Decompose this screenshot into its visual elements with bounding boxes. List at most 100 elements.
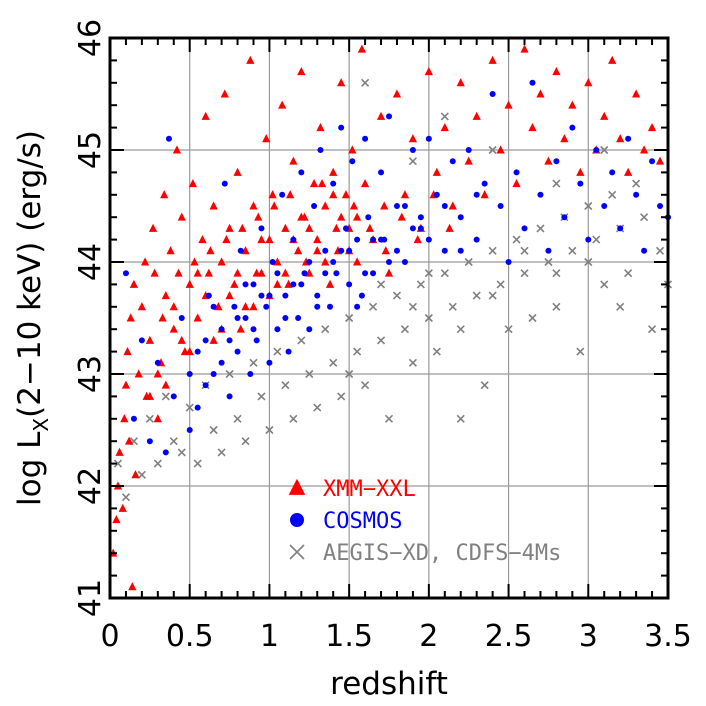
- data-point: [113, 459, 123, 468]
- data-point: [393, 247, 400, 254]
- data-point: [305, 369, 314, 379]
- data-point: [560, 134, 569, 143]
- data-point: [270, 201, 279, 210]
- data-point: [329, 358, 338, 367]
- data-point: [225, 223, 234, 232]
- data-point: [186, 371, 193, 377]
- data-point: [294, 246, 303, 255]
- data-point: [624, 269, 633, 278]
- data-point: [322, 270, 329, 277]
- data-point: [445, 223, 454, 232]
- data-point: [639, 145, 649, 154]
- data-point: [609, 169, 616, 176]
- data-point: [353, 347, 362, 356]
- y-tick-label: 42: [73, 467, 108, 505]
- y-tick-label: 45: [73, 131, 108, 169]
- data-point: [226, 337, 233, 344]
- data-point: [425, 236, 432, 243]
- y-axis-title-subscript: X: [29, 418, 53, 432]
- data-point: [317, 178, 327, 188]
- data-point: [386, 259, 392, 265]
- data-point: [249, 201, 258, 210]
- data-point: [480, 190, 489, 199]
- data-point: [456, 78, 465, 87]
- data-point: [655, 156, 665, 165]
- data-point: [206, 246, 215, 255]
- data-point: [342, 225, 349, 232]
- data-point: [481, 180, 488, 187]
- x-tick-label: 2.5: [485, 619, 533, 654]
- data-point: [172, 145, 182, 154]
- legend-marker-circle: [290, 513, 304, 527]
- axis-ticks: [109, 37, 669, 599]
- data-point: [528, 313, 537, 323]
- data-point: [649, 158, 656, 165]
- data-point: [169, 302, 178, 311]
- data-point: [640, 213, 649, 222]
- data-point: [236, 324, 245, 333]
- data-point: [329, 167, 338, 176]
- data-point: [242, 315, 249, 321]
- data-point: [520, 246, 529, 255]
- data-point: [616, 302, 625, 311]
- data-point: [265, 234, 274, 244]
- data-point: [376, 280, 386, 289]
- x-tick-label: 1: [260, 619, 279, 654]
- y-tick-label: 41: [73, 579, 108, 617]
- x-tick-label: 3: [579, 619, 598, 654]
- data-point: [624, 167, 633, 176]
- legend-marker-triangle: [288, 478, 306, 495]
- legend-label: AEGIS−XD, CDFS−4Ms: [323, 541, 561, 566]
- data-point: [329, 190, 338, 199]
- plot-frame: [108, 36, 670, 600]
- data-point: [641, 247, 648, 254]
- data-point: [352, 212, 362, 221]
- data-point: [417, 225, 424, 232]
- data-point: [561, 214, 568, 221]
- data-point: [249, 358, 258, 367]
- legend-label: XMM−XXL: [323, 477, 416, 502]
- data-point: [552, 269, 561, 278]
- data-point: [337, 212, 346, 221]
- data-point: [655, 246, 665, 255]
- data-point: [520, 44, 529, 53]
- data-point: [263, 303, 270, 310]
- data-point: [202, 382, 209, 389]
- data-point: [608, 190, 617, 199]
- data-point: [370, 270, 377, 277]
- data-point: [408, 134, 418, 143]
- data-point: [253, 337, 260, 344]
- data-point: [408, 157, 417, 166]
- data-point: [250, 326, 257, 333]
- data-point: [424, 313, 433, 323]
- data-point: [440, 269, 449, 278]
- data-point: [370, 236, 377, 243]
- data-point: [234, 315, 241, 321]
- data-point: [177, 448, 186, 457]
- data-point: [290, 236, 297, 243]
- data-point: [631, 89, 641, 98]
- data-point: [145, 335, 154, 344]
- data-point: [153, 414, 162, 423]
- x-tick-label: 0.5: [166, 619, 214, 654]
- y-tick-label: 46: [73, 19, 108, 57]
- data-point: [397, 212, 406, 221]
- data-point: [137, 302, 147, 311]
- data-point: [488, 55, 497, 64]
- data-point: [456, 414, 465, 423]
- data-point: [346, 247, 353, 254]
- data-point: [392, 291, 402, 300]
- data-point: [233, 167, 242, 176]
- data-point: [433, 191, 440, 198]
- data-point: [464, 156, 473, 165]
- data-point: [193, 459, 202, 468]
- data-point: [337, 78, 346, 87]
- data-point: [489, 91, 496, 97]
- data-point: [608, 55, 617, 64]
- data-point: [281, 223, 290, 232]
- data-point: [295, 315, 302, 321]
- data-point: [400, 325, 410, 334]
- y-axis-title-rest: (2−10 keV) (erg/s): [12, 130, 48, 418]
- data-point: [118, 503, 127, 512]
- data-point: [123, 346, 132, 356]
